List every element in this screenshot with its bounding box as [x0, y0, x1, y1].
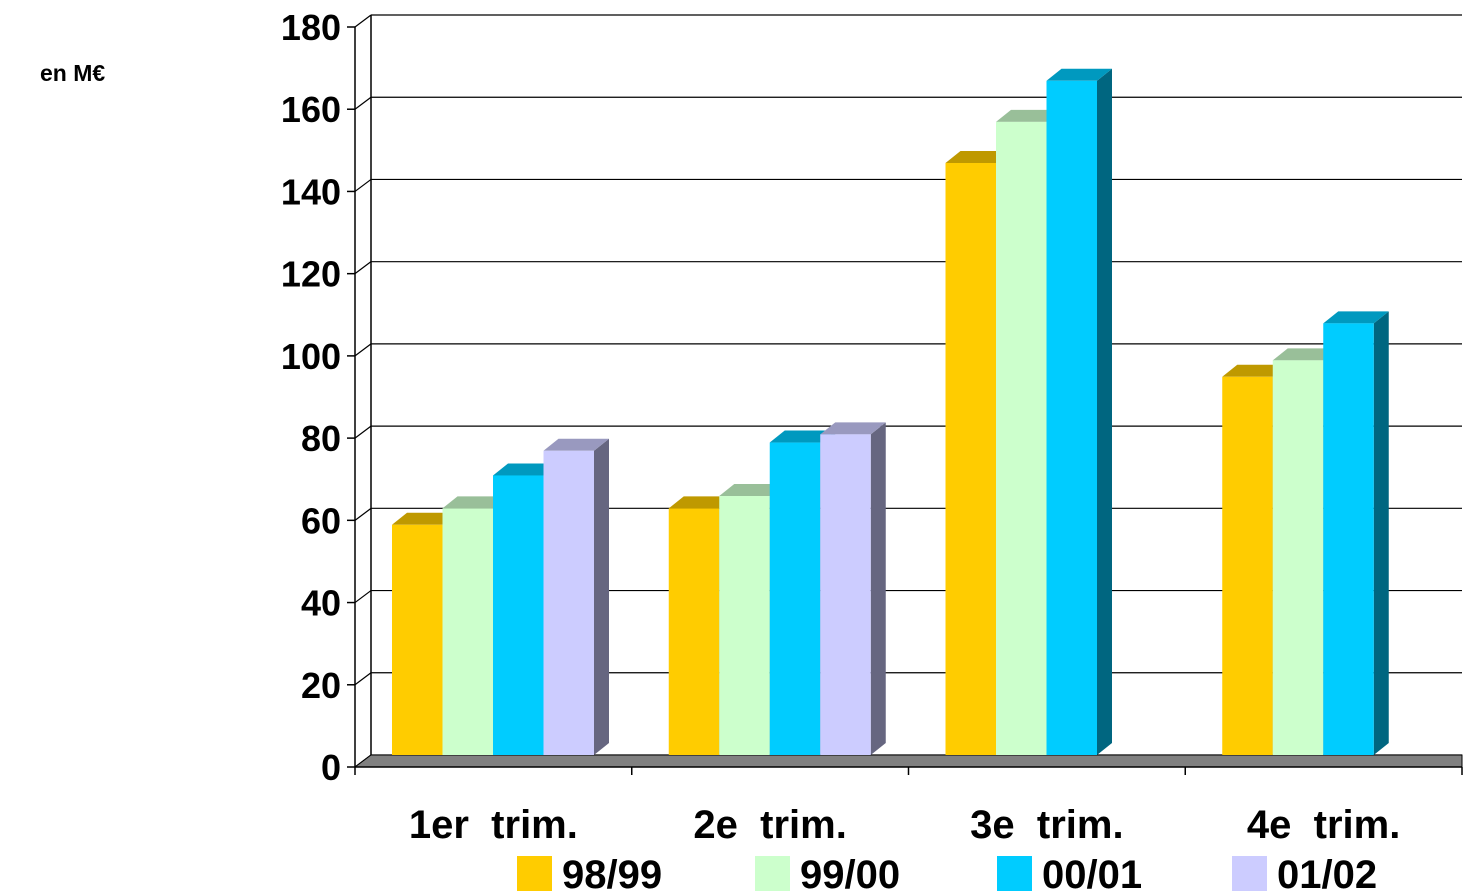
bar-front [442, 508, 493, 755]
bar-front [820, 434, 871, 755]
bar [543, 438, 609, 755]
bar-front [769, 442, 821, 755]
bar-front [1323, 323, 1374, 755]
bar-front [1272, 360, 1324, 755]
bars [392, 68, 1389, 756]
legend-label: 01/02 [1277, 853, 1377, 895]
gridline-connector [354, 343, 372, 357]
bar-front [493, 475, 544, 755]
y-tick-label: 140 [281, 171, 341, 212]
y-tick-label: 100 [281, 336, 341, 377]
bar [1046, 68, 1112, 756]
bar-front [392, 524, 443, 755]
bar-side [1097, 68, 1112, 756]
axis-labels: 0 20 40 60 80 100 120 140 160 180 1er trim. 2e trim… [281, 7, 1400, 847]
bar-front [543, 450, 594, 755]
gridline-connector [354, 590, 372, 604]
legend-swatch [1232, 856, 1267, 891]
y-axis-unit-label: en M€ [40, 60, 106, 86]
bar-side [1373, 311, 1389, 755]
floor-plane [353, 754, 1463, 768]
gridline-connector [354, 672, 372, 686]
bar-top [442, 496, 508, 509]
y-tick-label: 180 [281, 7, 341, 48]
y-tick-label: 0 [321, 747, 341, 788]
bar [820, 422, 886, 755]
y-tick-label: 160 [281, 89, 341, 130]
legend-label: 99/00 [800, 853, 900, 895]
legend-label: 00/01 [1042, 853, 1142, 895]
bar-front [945, 163, 996, 755]
bar-top [996, 109, 1062, 122]
x-tick-label: 3e trim. [970, 803, 1123, 847]
gridline-connector [354, 178, 372, 192]
bar [1323, 311, 1389, 755]
bar-front [719, 496, 770, 755]
bar-top [1046, 68, 1112, 81]
bar-front [1222, 376, 1273, 755]
bar-side [870, 422, 886, 755]
y-tick-label: 40 [301, 583, 341, 624]
bar-top [945, 151, 1011, 163]
bar-top [769, 430, 836, 443]
x-tick-label: 4e trim. [1247, 803, 1400, 847]
axes [347, 26, 1463, 775]
bar-top [493, 463, 559, 476]
x-tick-label: 1er trim. [409, 803, 578, 847]
legend-label: 98/99 [562, 853, 662, 895]
legend-swatch [755, 856, 790, 891]
bar-side [594, 438, 609, 755]
bar-top [392, 512, 458, 525]
x-tick-label: 2e trim. [693, 803, 846, 847]
legend: 98/99 99/00 00/01 01/02 [517, 853, 1377, 895]
bar-top [1272, 348, 1339, 361]
bar-top [1323, 311, 1389, 324]
gridline-connector [354, 261, 372, 275]
bar-top [820, 422, 886, 435]
bar-front [1046, 80, 1097, 756]
bar-top [543, 438, 609, 451]
y-tick-label: 60 [301, 500, 341, 541]
gridline-connector [354, 96, 372, 110]
bar-top [1222, 364, 1288, 377]
gridline-connector [354, 425, 372, 439]
chart-floor [353, 754, 1463, 768]
y-tick-label: 20 [301, 665, 341, 706]
y-tick-label: 80 [301, 418, 341, 459]
bar-front [996, 121, 1047, 755]
bar-top [668, 496, 735, 509]
y-tick-label: 120 [281, 254, 341, 295]
gridline-connector [354, 507, 372, 521]
bar-top [719, 484, 785, 496]
gridline-connector [354, 14, 372, 28]
legend-swatch [517, 856, 552, 891]
legend-swatch [997, 856, 1032, 891]
bar-front [668, 508, 720, 755]
